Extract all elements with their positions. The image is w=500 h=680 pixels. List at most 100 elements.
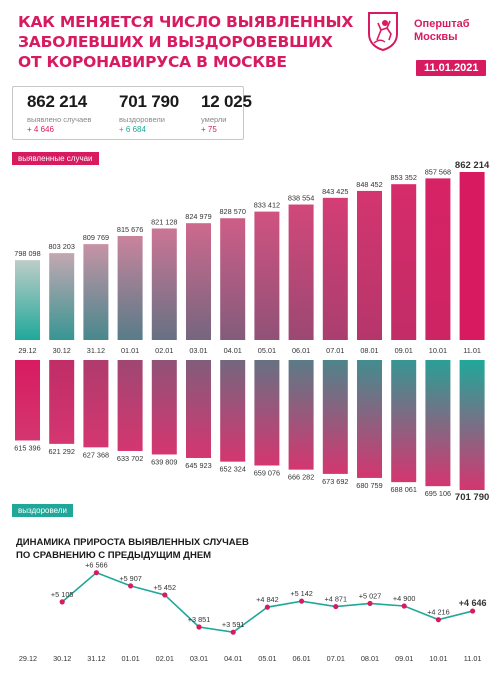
cases-value-label: 848 452 bbox=[356, 180, 382, 189]
cases-bar bbox=[254, 211, 280, 340]
stat-cases-delta: + 4 646 bbox=[27, 125, 54, 134]
title-line: ОТ КОРОНАВИРУСА В МОСКВЕ bbox=[18, 53, 287, 71]
cases-bar bbox=[220, 218, 246, 340]
date-tick-label: 10.01 bbox=[429, 654, 447, 663]
page-title: КАК МЕНЯЕТСЯ ЧИСЛО ВЫЯВЛЕННЫХ ЗАБОЛЕВШИХ… bbox=[18, 12, 354, 72]
cases-bar bbox=[391, 184, 417, 340]
increment-value-label: +5 907 bbox=[119, 574, 142, 583]
stat-cases-value: 862 214 bbox=[27, 92, 88, 111]
stat-recovered-value: 701 790 bbox=[119, 92, 180, 111]
stat-cases-label: выявлено случаев bbox=[27, 115, 92, 124]
increment-value-label: +5 105 bbox=[51, 590, 74, 599]
date-tick-label: 05.01 bbox=[258, 346, 276, 355]
cases-value-label: 803 203 bbox=[49, 242, 75, 251]
cases-value-label: 815 676 bbox=[117, 225, 143, 234]
date-tick-label: 06.01 bbox=[292, 346, 310, 355]
brand-name: Оперштаб Москвы bbox=[414, 18, 470, 44]
recovered-value-label: 621 292 bbox=[49, 447, 75, 456]
cases-bar bbox=[288, 204, 314, 340]
recovered-value-label: 673 692 bbox=[322, 477, 348, 486]
recovered-bar bbox=[322, 360, 348, 474]
increment-value-label: +4 871 bbox=[325, 595, 348, 604]
increment-point bbox=[401, 603, 407, 609]
increment-value-label: +4 900 bbox=[393, 594, 416, 603]
date-tick-label: 01.01 bbox=[121, 654, 139, 663]
cases-value-label: 838 554 bbox=[288, 194, 314, 203]
recovered-value-label: 701 790 bbox=[455, 492, 489, 503]
date-tick-label: 11.01 bbox=[463, 346, 481, 355]
increment-value-label: +5 142 bbox=[290, 589, 313, 598]
date-tick-label: 09.01 bbox=[395, 654, 413, 663]
recovered-bar bbox=[186, 360, 211, 458]
date-tick-label: 29.12 bbox=[19, 654, 37, 663]
cases-value-label: 821 128 bbox=[151, 217, 177, 226]
recovered-value-label: 666 282 bbox=[288, 473, 314, 482]
increment-point bbox=[230, 629, 236, 635]
increment-point bbox=[59, 599, 65, 605]
date-tick-label: 30.12 bbox=[53, 654, 71, 663]
date-tick-label: 09.01 bbox=[395, 346, 413, 355]
increment-point bbox=[196, 624, 202, 630]
increment-point bbox=[435, 617, 441, 623]
cases-value-label: 809 769 bbox=[83, 233, 109, 242]
increment-point bbox=[128, 583, 134, 589]
recovered-bar bbox=[83, 360, 109, 448]
cases-value-label: 824 979 bbox=[185, 212, 211, 221]
increment-line-chart: 29.12 +5 105 30.12 +6 566 31.12 +5 907 01.01 +5… bbox=[19, 561, 487, 663]
recovered-bar bbox=[391, 360, 417, 483]
date-tick-label: 29.12 bbox=[18, 346, 36, 355]
cases-value-label: 798 098 bbox=[14, 249, 40, 258]
recovered-bar bbox=[357, 360, 382, 478]
date-tick-label: 02.01 bbox=[156, 654, 174, 663]
cases-bar bbox=[49, 253, 75, 340]
increment-point bbox=[162, 592, 168, 598]
date-tick-label: 11.01 bbox=[464, 654, 482, 663]
recovered-bar bbox=[117, 360, 143, 451]
dynamics-title-line: ПО СРАВНЕНИЮ С ПРЕДЫДУЩИМ ДНЕМ bbox=[16, 550, 212, 561]
increment-value-label: +3 851 bbox=[188, 615, 211, 624]
date-tick-label: 07.01 bbox=[326, 346, 344, 355]
stat-recovered-label: выздоровели bbox=[119, 115, 165, 124]
date-tick-label: 03.01 bbox=[190, 654, 208, 663]
stat-deaths: 12 025 умерли + 75 bbox=[201, 92, 252, 134]
recovered-bar bbox=[49, 360, 75, 444]
title-line: КАК МЕНЯЕТСЯ ЧИСЛО ВЫЯВЛЕННЫХ bbox=[18, 13, 354, 31]
cases-bar bbox=[117, 235, 143, 340]
cases-bar bbox=[459, 172, 485, 340]
increment-value-label: +6 566 bbox=[85, 561, 108, 570]
increment-value-label: +5 027 bbox=[359, 591, 382, 600]
dynamics-title: ДИНАМИКА ПРИРОСТА ВЫЯВЛЕННЫХ СЛУЧАЕВ ПО … bbox=[16, 536, 249, 562]
recovered-value-label: 688 061 bbox=[391, 485, 417, 494]
date-badge: 11.01.2021 bbox=[416, 60, 487, 76]
recovered-value-label: 652 324 bbox=[220, 465, 246, 474]
date-tick-label: 02.01 bbox=[155, 346, 173, 355]
increment-value-label: +5 452 bbox=[154, 583, 177, 592]
cases-bar bbox=[15, 260, 40, 340]
cases-bar bbox=[186, 223, 211, 340]
increment-point bbox=[470, 608, 476, 614]
increment-point bbox=[333, 603, 339, 610]
date-tick-label: 08.01 bbox=[360, 346, 378, 355]
cases-value-label: 853 352 bbox=[391, 173, 417, 182]
increment-point bbox=[367, 600, 373, 607]
increment-value-label: +4 216 bbox=[427, 608, 450, 617]
cases-value-label: 833 412 bbox=[254, 201, 280, 210]
dynamics-title-line: ДИНАМИКА ПРИРОСТА ВЫЯВЛЕННЫХ СЛУЧАЕВ bbox=[16, 537, 249, 548]
recovered-value-label: 615 396 bbox=[14, 443, 40, 452]
recovered-value-label: 695 106 bbox=[425, 489, 451, 498]
recovered-legend-tag: выздоровели bbox=[12, 504, 73, 517]
moscow-coat-of-arms-icon bbox=[368, 12, 398, 52]
date-tick-label: 03.01 bbox=[189, 346, 207, 355]
date-tick-label: 06.01 bbox=[292, 654, 310, 663]
date-tick-label: 31.12 bbox=[87, 346, 105, 355]
cases-value-label: 828 570 bbox=[220, 207, 246, 216]
stat-recovered-delta: + 6 684 bbox=[119, 125, 146, 134]
stats-box: 862 214 выявлено случаев + 4 646 701 790… bbox=[12, 86, 252, 140]
cases-value-label: 843 425 bbox=[322, 187, 348, 196]
increment-point bbox=[299, 598, 305, 604]
brand-block: Оперштаб Москвы 11.01.2021 bbox=[366, 10, 487, 76]
date-tick-label: 04.01 bbox=[224, 346, 242, 355]
recovered-bar bbox=[15, 360, 40, 441]
cases-bar bbox=[83, 244, 109, 340]
recovered-value-label: 680 759 bbox=[356, 481, 382, 490]
